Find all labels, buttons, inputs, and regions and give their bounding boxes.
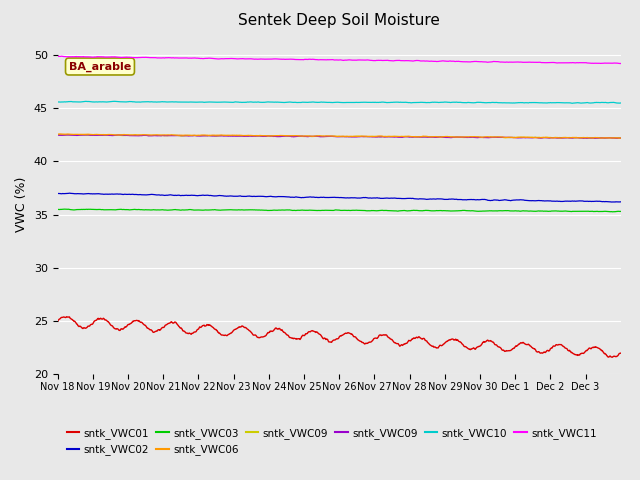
Y-axis label: VWC (%): VWC (%) [15, 176, 28, 232]
Text: BA_arable: BA_arable [69, 61, 131, 72]
Title: Sentek Deep Soil Moisture: Sentek Deep Soil Moisture [238, 13, 440, 28]
Legend: sntk_VWC01, sntk_VWC02, sntk_VWC03, sntk_VWC06, sntk_VWC09, sntk_VWC09, sntk_VWC: sntk_VWC01, sntk_VWC02, sntk_VWC03, sntk… [63, 424, 601, 459]
